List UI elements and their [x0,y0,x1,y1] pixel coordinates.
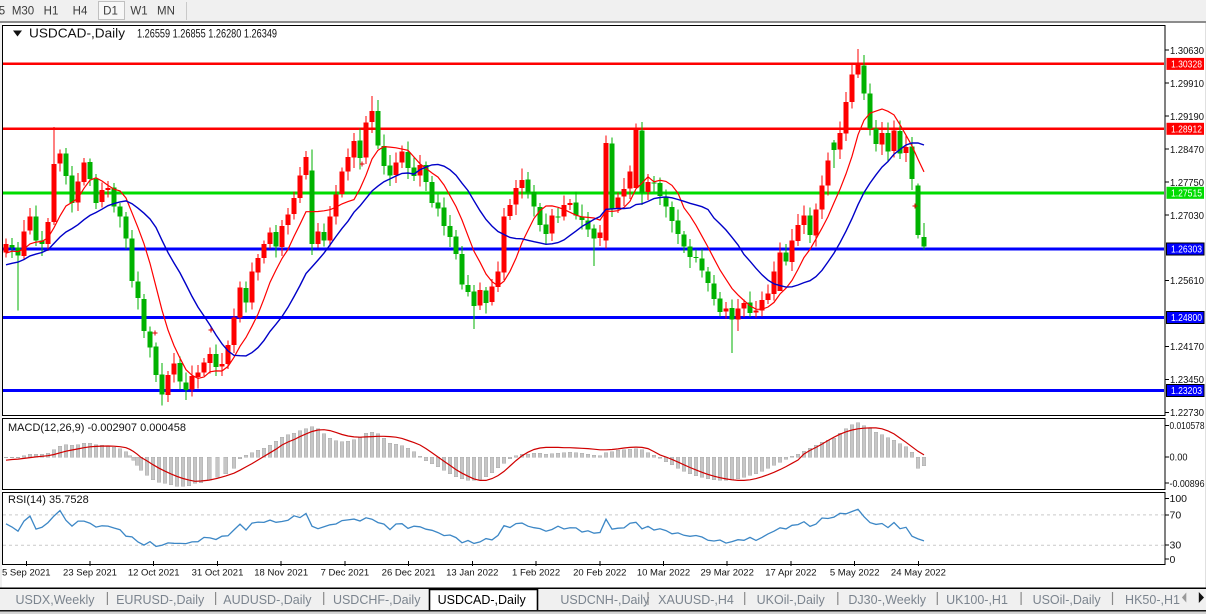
svg-text:USDCAD-,Daily: USDCAD-,Daily [29,26,126,41]
svg-text:30: 30 [1170,540,1182,552]
svg-text:USDCNH-,Daily: USDCNH-,Daily [560,593,650,607]
svg-text:D1: D1 [103,6,118,18]
svg-text:1.24170: 1.24170 [1170,341,1204,353]
svg-text:MACD(12,26,9) -0.002907 0.0004: MACD(12,26,9) -0.002907 0.000458 [8,422,186,434]
svg-text:HK50-,H1: HK50-,H1 [1125,593,1180,607]
svg-text:1.30630: 1.30630 [1170,45,1204,57]
svg-text:1 Feb 2022: 1 Feb 2022 [512,568,560,579]
svg-text:USDCHF-,Daily: USDCHF-,Daily [333,593,421,607]
svg-text:70: 70 [1170,510,1182,522]
svg-text:1.24800: 1.24800 [1171,312,1202,324]
svg-text:26 Dec 2021: 26 Dec 2021 [382,568,436,579]
svg-text:31 Oct 2021: 31 Oct 2021 [192,568,244,579]
svg-text:1.27750: 1.27750 [1170,177,1204,189]
svg-text:7 Dec 2021: 7 Dec 2021 [321,568,370,579]
svg-text:29 Mar 2022: 29 Mar 2022 [701,568,754,579]
svg-text:1.26559 1.26855 1.26280 1.2634: 1.26559 1.26855 1.26280 1.26349 [137,27,277,41]
svg-text:USDX,Weekly: USDX,Weekly [16,593,96,607]
svg-text:1.23203: 1.23203 [1171,385,1202,397]
svg-text:5: 5 [0,6,5,18]
svg-text:XAUUSD-,H4: XAUUSD-,H4 [658,593,734,607]
svg-text:AUDUSD-,Daily: AUDUSD-,Daily [223,593,312,607]
svg-text:1.28470: 1.28470 [1170,144,1204,156]
svg-text:M30: M30 [12,6,34,18]
svg-text:5 May 2022: 5 May 2022 [830,568,880,579]
svg-text:UKOil-,Daily: UKOil-,Daily [757,593,826,607]
svg-text:20 Feb 2022: 20 Feb 2022 [573,568,626,579]
svg-text:24 May 2022: 24 May 2022 [891,568,946,579]
svg-text:EURUSD-,Daily: EURUSD-,Daily [116,593,205,607]
svg-text:H4: H4 [73,6,88,18]
svg-text:1.23450: 1.23450 [1170,374,1204,386]
svg-text:100: 100 [1170,493,1188,505]
svg-text:5 Sep 2021: 5 Sep 2021 [2,568,51,579]
svg-text:DJ30-,Weekly: DJ30-,Weekly [848,593,926,607]
svg-text:UK100-,H1: UK100-,H1 [946,593,1008,607]
svg-text:13 Jan 2022: 13 Jan 2022 [446,568,498,579]
svg-text:17 Apr 2022: 17 Apr 2022 [765,568,816,579]
svg-text:-0.00896: -0.00896 [1170,478,1205,490]
svg-text:RSI(14) 35.7528: RSI(14) 35.7528 [8,494,89,506]
svg-text:1.29190: 1.29190 [1170,111,1204,123]
svg-text:USDCAD-,Daily: USDCAD-,Daily [438,593,527,607]
svg-text:23 Sep 2021: 23 Sep 2021 [63,568,117,579]
svg-text:H1: H1 [44,6,59,18]
svg-text:1.25610: 1.25610 [1170,275,1204,287]
svg-text:W1: W1 [130,6,147,18]
svg-text:1.27030: 1.27030 [1170,210,1204,222]
svg-text:12 Oct 2021: 12 Oct 2021 [128,568,180,579]
svg-text:1.30328: 1.30328 [1171,59,1202,71]
svg-text:18 Nov 2021: 18 Nov 2021 [254,568,308,579]
svg-text:1.29910: 1.29910 [1170,78,1204,90]
svg-text:USOil-,Daily: USOil-,Daily [1033,593,1102,607]
svg-text:1.26303: 1.26303 [1171,244,1202,256]
svg-text:1.22730: 1.22730 [1170,407,1204,419]
svg-text:MN: MN [157,6,175,18]
svg-text:0.010578: 0.010578 [1170,420,1205,432]
svg-text:0: 0 [1170,554,1176,566]
svg-text:10 Mar 2022: 10 Mar 2022 [637,568,690,579]
svg-text:1.28912: 1.28912 [1171,124,1202,136]
svg-text:1.27515: 1.27515 [1171,188,1202,200]
svg-text:0.00: 0.00 [1170,452,1188,464]
